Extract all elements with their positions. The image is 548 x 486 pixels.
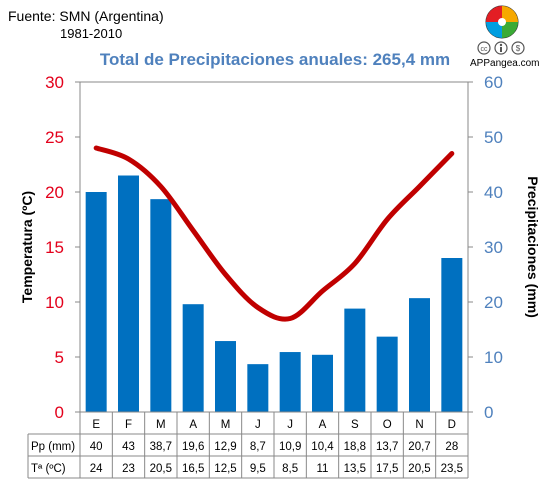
table-cell: 16,5 [182, 463, 204, 475]
right-tick-label: 30 [484, 238, 503, 257]
month-label: E [92, 419, 100, 431]
precip-bar [409, 298, 430, 412]
table-cell: 12,5 [214, 463, 236, 475]
table-cell: 24 [90, 463, 103, 475]
svg-text:$: $ [516, 44, 521, 53]
table-cell: 17,5 [376, 463, 398, 475]
table-cell: 9,5 [250, 463, 266, 475]
table-cell: 12,9 [214, 441, 236, 453]
right-tick-label: 50 [484, 128, 503, 147]
month-label: D [448, 419, 456, 431]
month-label: A [189, 419, 197, 431]
table-cell: 28 [445, 441, 458, 453]
table-cell: 23,5 [441, 463, 463, 475]
month-label: M [221, 419, 231, 431]
table-row-header: Pp (mm) [31, 441, 75, 453]
left-tick-label: 20 [45, 183, 64, 202]
precip-bar [376, 336, 398, 412]
brand-label: APPangea.com [470, 58, 540, 69]
left-tick-label: 30 [45, 73, 64, 92]
table-cell: 19,6 [182, 441, 204, 453]
table-cell: 20,5 [150, 463, 172, 475]
table-cell: 20,7 [408, 441, 430, 453]
precip-bar [215, 341, 236, 412]
month-label: N [415, 419, 423, 431]
right-tick-label: 20 [484, 293, 503, 312]
right-tick-label: 60 [484, 73, 503, 92]
month-label: O [383, 419, 392, 431]
right-tick-label: 0 [484, 403, 493, 422]
left-tick-label: 15 [45, 238, 64, 257]
table-cell: 18,8 [344, 441, 366, 453]
svg-text:cc: cc [481, 46, 489, 53]
month-label: J [287, 419, 293, 431]
month-label: A [319, 419, 327, 431]
precip-bar [441, 258, 463, 412]
right-axis-label: Precipitaciones (mm) [525, 176, 541, 318]
right-tick-label: 40 [484, 183, 503, 202]
table-cell: 11 [317, 463, 329, 475]
right-tick-label: 10 [484, 348, 503, 367]
left-tick-label: 10 [45, 293, 64, 312]
precip-bar [247, 364, 269, 412]
attribution-icon [494, 41, 508, 55]
table-cell: 23 [122, 463, 135, 475]
source-label: Fuente: SMN (Argentina) [8, 8, 164, 24]
data-table: E F M A M J J A S O N D Pp (mm) 40 43 38,7 19,6 12,9 8,7 10… [27, 411, 469, 479]
table-cell: 40 [90, 441, 103, 453]
month-label: S [351, 419, 359, 431]
precip-bar [118, 175, 139, 412]
precip-bar [344, 308, 366, 412]
table-cell: 10,9 [279, 441, 301, 453]
left-tick-label: 25 [45, 128, 64, 147]
table-cell: 20,5 [408, 463, 430, 475]
precip-bar [150, 199, 172, 412]
period-label: 1981-2010 [60, 26, 123, 41]
precip-bar [312, 354, 333, 412]
left-tick-label: 0 [55, 403, 64, 422]
pangea-puzzle-logo-icon [485, 5, 519, 39]
month-label: M [156, 419, 166, 431]
precip-bar [279, 352, 301, 412]
noncommercial-icon: $ [511, 41, 525, 55]
temperature-line [93, 145, 455, 322]
left-tick-label: 5 [55, 348, 64, 367]
month-label: J [255, 419, 261, 431]
table-cell: 38,7 [150, 441, 172, 453]
table-cell: 8,5 [282, 463, 298, 475]
table-cell: 8,7 [250, 441, 266, 453]
table-cell: 10,4 [311, 441, 334, 453]
chart-title: Total de Precipitaciones anuales: 265,4 … [99, 50, 451, 69]
table-row-header: Tª (ºC) [31, 463, 66, 475]
precip-bar [182, 304, 204, 412]
left-axis-label: Temperatura (ºC) [19, 191, 35, 303]
table-cell: 43 [122, 441, 135, 453]
table-cell: 13,5 [344, 463, 366, 475]
month-label: F [125, 419, 132, 431]
creative-commons-icon: cc [477, 41, 491, 55]
precip-bar [85, 192, 107, 412]
table-cell: 13,7 [376, 441, 398, 453]
